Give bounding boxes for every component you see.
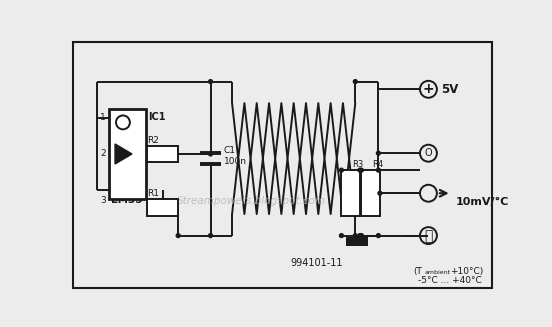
Text: 2k00: 2k00 — [152, 203, 173, 212]
Bar — [147, 146, 178, 163]
Text: C1: C1 — [224, 146, 236, 155]
Circle shape — [353, 80, 357, 83]
Circle shape — [358, 168, 362, 172]
Text: R2: R2 — [147, 136, 160, 145]
Text: R4: R4 — [372, 160, 383, 169]
Text: O: O — [424, 148, 432, 158]
Circle shape — [339, 234, 343, 237]
Circle shape — [209, 234, 213, 237]
Polygon shape — [115, 144, 132, 164]
Bar — [362, 170, 380, 216]
Text: +: + — [118, 117, 128, 128]
Text: 100n: 100n — [224, 157, 247, 166]
Text: 5V: 5V — [440, 83, 458, 96]
Text: 10mV/°C: 10mV/°C — [456, 198, 509, 207]
Text: 994101-11: 994101-11 — [290, 258, 343, 267]
Circle shape — [359, 168, 363, 172]
Text: (T: (T — [413, 267, 422, 276]
Text: 2k 00: 2k 00 — [366, 183, 375, 203]
Circle shape — [358, 234, 362, 237]
Bar — [109, 109, 146, 199]
Circle shape — [376, 234, 380, 237]
Text: 200Ω: 200Ω — [152, 149, 174, 159]
Text: LM35: LM35 — [111, 195, 142, 205]
Circle shape — [378, 191, 382, 195]
Text: +10°C): +10°C) — [450, 267, 483, 276]
Circle shape — [359, 234, 363, 237]
Bar — [342, 170, 360, 216]
Text: +: + — [423, 82, 434, 96]
Text: ⏚: ⏚ — [424, 229, 433, 243]
Circle shape — [339, 168, 343, 172]
Text: 2: 2 — [100, 149, 106, 159]
Text: R1: R1 — [147, 189, 160, 198]
Circle shape — [209, 152, 213, 156]
Text: 200Ω: 200Ω — [346, 183, 355, 203]
Text: Streampowers.blogspot.com: Streampowers.blogspot.com — [177, 196, 326, 206]
Bar — [346, 237, 368, 246]
Text: 1: 1 — [100, 113, 106, 122]
Text: ambient: ambient — [424, 270, 450, 275]
Text: -5°C ... +40°C: -5°C ... +40°C — [418, 276, 481, 285]
Text: IC1: IC1 — [148, 112, 166, 122]
Circle shape — [376, 168, 380, 172]
Circle shape — [176, 234, 180, 237]
Text: 3: 3 — [100, 197, 106, 205]
Circle shape — [376, 151, 380, 155]
Circle shape — [209, 80, 213, 83]
Circle shape — [353, 234, 357, 237]
Text: R3: R3 — [352, 160, 363, 169]
Bar — [147, 199, 178, 216]
